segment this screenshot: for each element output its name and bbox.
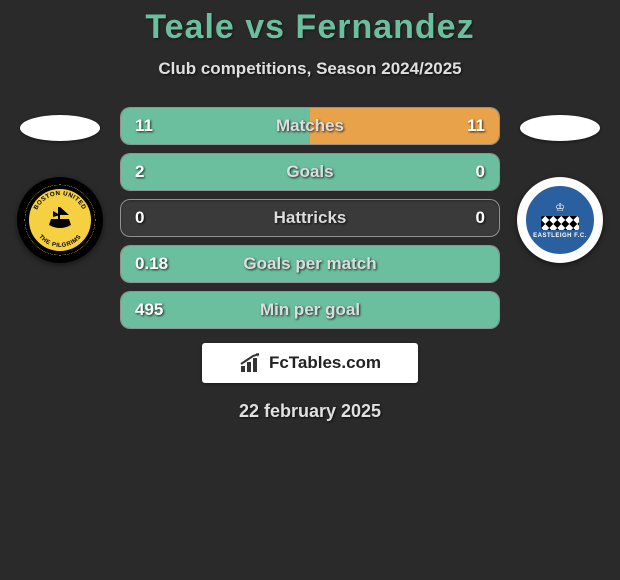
title-player-right: Fernandez <box>296 8 475 46</box>
club-badge-right-inner: ♔ EASTLEIGH F.C. <box>523 183 597 257</box>
country-flag-right <box>520 115 600 141</box>
branding-badge: FcTables.com <box>202 343 418 383</box>
subtitle: Club competitions, Season 2024/2025 <box>0 59 620 79</box>
club-badge-right: ♔ EASTLEIGH F.C. <box>517 177 603 263</box>
stat-label: Matches <box>121 116 499 136</box>
stat-bar: Hattricks00 <box>120 199 500 237</box>
svg-text:THE PILGRIMS: THE PILGRIMS <box>37 234 83 249</box>
stat-bar: Goals per match0.18 <box>120 245 500 283</box>
stat-bar: Min per goal495 <box>120 291 500 329</box>
stat-label: Hattricks <box>121 208 499 228</box>
branding-text: FcTables.com <box>269 353 381 373</box>
page-title: Teale vs Fernandez <box>0 8 620 47</box>
checker-pattern <box>541 216 579 230</box>
stat-bar: Goals20 <box>120 153 500 191</box>
stat-bar: Matches1111 <box>120 107 500 145</box>
club-badge-left-inner: BOSTON UNITED THE PILGRIMS <box>25 185 95 255</box>
crown-icon: ♔ <box>555 201 565 214</box>
main-row: BOSTON UNITED THE PILGRIMS Matches1111 Go… <box>0 107 620 329</box>
infographic-container: Teale vs Fernandez Club competitions, Se… <box>0 0 620 422</box>
stats-col: Matches1111 Goals20 Hattricks00 Goals per m… <box>120 107 500 329</box>
footer-date: 22 february 2025 <box>0 401 620 422</box>
stat-label: Goals per match <box>121 254 499 274</box>
right-player-col: ♔ EASTLEIGH F.C. <box>500 107 620 263</box>
stat-label: Min per goal <box>121 300 499 320</box>
ship-icon: BOSTON UNITED THE PILGRIMS <box>25 185 95 255</box>
left-player-col: BOSTON UNITED THE PILGRIMS <box>0 107 120 263</box>
title-vs: vs <box>245 8 285 46</box>
title-player-left: Teale <box>145 8 234 46</box>
chart-icon <box>239 352 263 374</box>
country-flag-left <box>20 115 100 141</box>
stat-label: Goals <box>121 162 499 182</box>
club-badge-left: BOSTON UNITED THE PILGRIMS <box>17 177 103 263</box>
club-right-name: EASTLEIGH F.C. <box>533 233 587 239</box>
